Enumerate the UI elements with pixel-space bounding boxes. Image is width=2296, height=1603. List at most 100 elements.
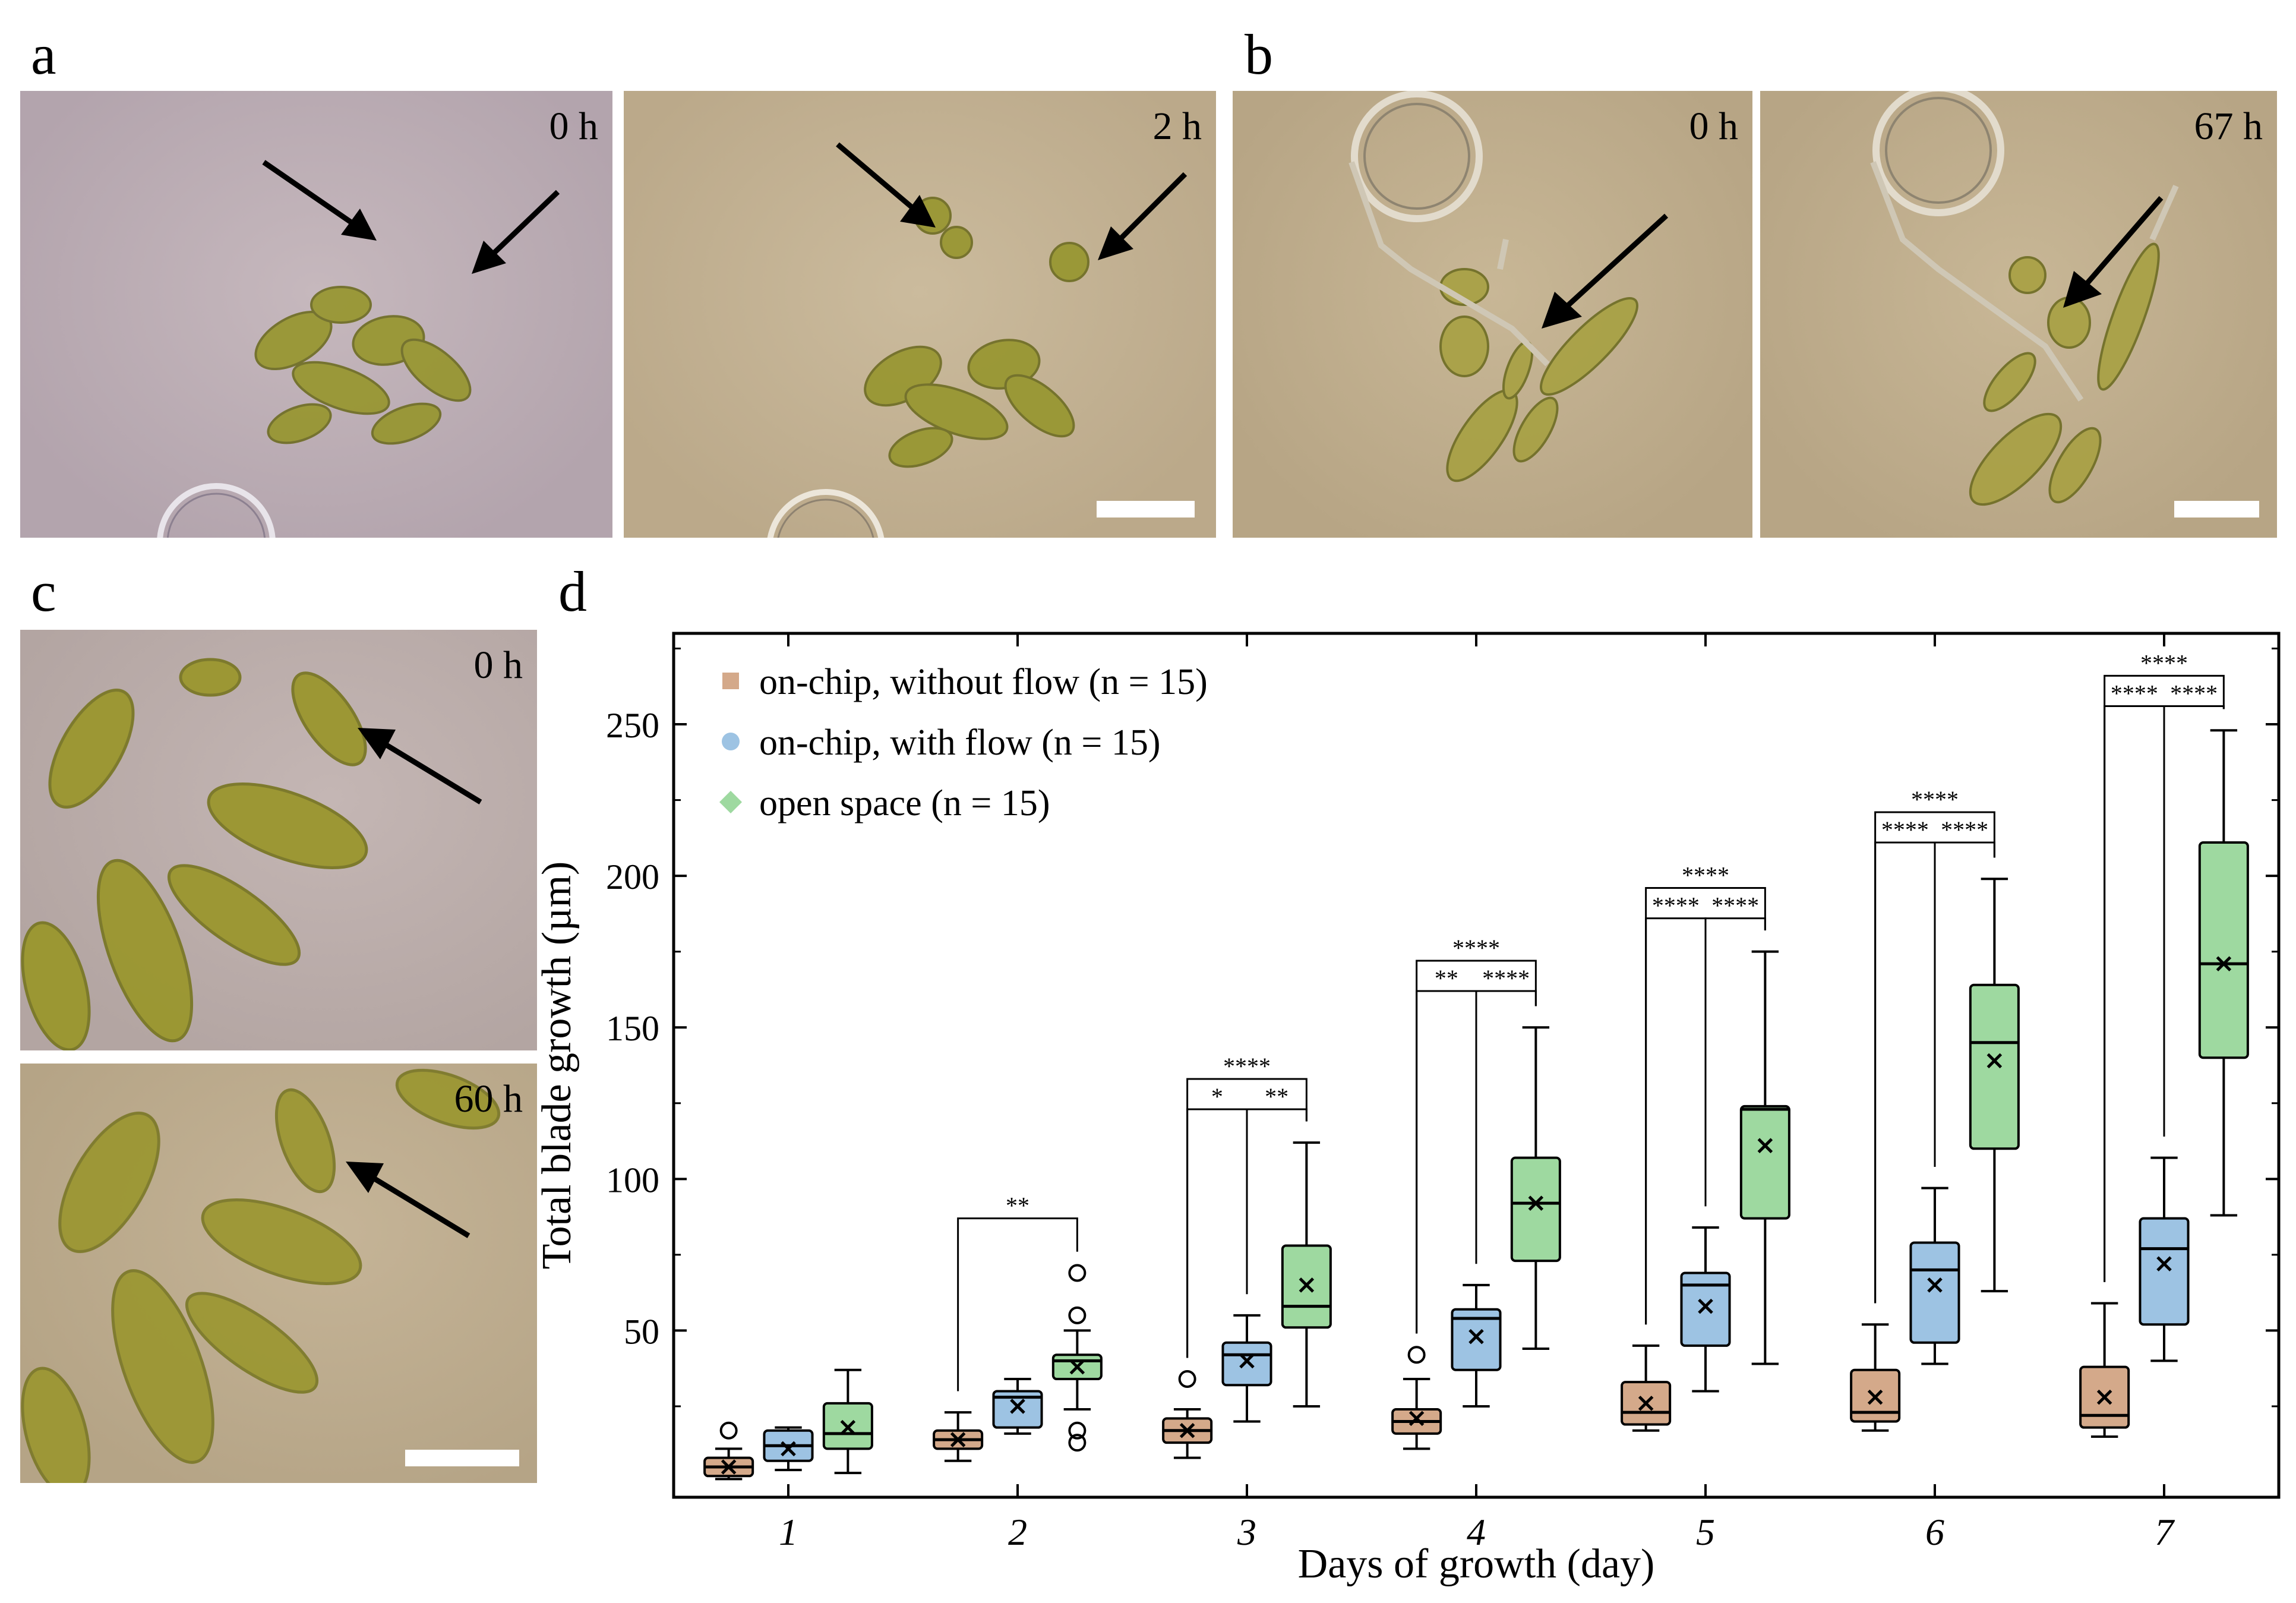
- box-3-day-1: [822, 1368, 873, 1475]
- significance-label: **: [1435, 965, 1458, 992]
- outlier-point: [1068, 1264, 1087, 1282]
- box-2-day-4: [1451, 1283, 1502, 1408]
- mean-marker: [1638, 1396, 1654, 1411]
- x-tick-label: 6: [1925, 1511, 1944, 1553]
- arrow-icon: [836, 142, 936, 228]
- scale-bar: [1097, 501, 1195, 517]
- legend-label: on-chip, without flow (n = 15): [759, 662, 1208, 702]
- significance-bracket: [1416, 960, 1537, 1334]
- box-3-day-6: [1969, 878, 2020, 1293]
- significance-label: ****: [1711, 892, 1759, 919]
- significance-bracket: [1186, 1108, 1248, 1358]
- significance-bracket: [1874, 841, 1936, 1304]
- significance-label: ****: [1652, 892, 1700, 919]
- outlier-point: [1068, 1434, 1087, 1452]
- mean-marker: [1069, 1359, 1085, 1375]
- box-3-day-2: [1051, 1264, 1103, 1452]
- algae-cluster-a-0h: [157, 286, 472, 538]
- mean-marker: [2156, 1256, 2172, 1271]
- outlier-point: [1178, 1370, 1196, 1389]
- micrograph-a-2h: 2 h: [624, 91, 1216, 538]
- mean-marker: [1408, 1410, 1425, 1427]
- significance-label: ****: [1911, 786, 1959, 813]
- mean-marker: [2096, 1389, 2112, 1405]
- timestamp-c-60h: 60 h: [454, 1077, 523, 1121]
- box-2-day-6: [1909, 1187, 1960, 1365]
- significance-label: *: [1211, 1083, 1223, 1110]
- algae-filament-b-0h: [1348, 91, 1639, 482]
- micrograph-c-60h: 60 h: [20, 1064, 537, 1483]
- box-iqr: [1969, 983, 2020, 1150]
- box-2-day-7: [2139, 1156, 2190, 1362]
- significance-label: ****: [1881, 816, 1929, 843]
- box-iqr: [2139, 1217, 2190, 1326]
- outlier-point: [719, 1421, 738, 1440]
- mean-marker: [1987, 1053, 2003, 1069]
- significance-day-2: **: [957, 1192, 1078, 1391]
- legend-circle-marker: [722, 733, 740, 750]
- micrograph-c-0h: 0 h: [20, 630, 537, 1050]
- mean-marker: [1867, 1389, 1883, 1405]
- box-1-day-3: [1162, 1370, 1213, 1459]
- arrow-icon: [2063, 196, 2164, 308]
- box-iqr: [1221, 1341, 1272, 1387]
- box-2-day-2: [992, 1378, 1043, 1435]
- arrow-icon: [346, 1162, 470, 1238]
- box-iqr: [1510, 1156, 1561, 1263]
- mean-marker: [1757, 1138, 1773, 1153]
- significance-bracket: [1416, 990, 1477, 1334]
- box-iqr: [992, 1390, 1043, 1429]
- scale-bar: [405, 1450, 519, 1466]
- legend-label: on-chip, with flow (n = 15): [759, 722, 1161, 763]
- x-tick-label: 7: [2155, 1511, 2175, 1553]
- x-tick-label: 2: [1008, 1511, 1027, 1553]
- mean-marker: [1528, 1195, 1544, 1211]
- significance-label: ****: [2170, 680, 2218, 706]
- algae-cluster-a-2h: [767, 197, 1089, 538]
- box-2-day-3: [1221, 1314, 1272, 1423]
- arrow-icon: [262, 160, 377, 241]
- arrow-icon: [1542, 213, 1669, 329]
- mean-marker: [781, 1441, 796, 1457]
- timestamp-b-0h: 0 h: [1689, 105, 1739, 148]
- mean-marker: [1239, 1353, 1255, 1369]
- box-1-day-4: [1391, 1346, 1442, 1450]
- arrow-icon: [472, 190, 560, 274]
- box-1-day-1: [703, 1421, 754, 1481]
- y-tick-label: 150: [606, 1009, 659, 1048]
- box-iqr: [1909, 1241, 1960, 1344]
- significance-day-6: **** **** ****: [1874, 786, 1995, 1304]
- significance-day-5: **** **** ****: [1645, 862, 1766, 1325]
- x-axis-label: Days of growth (day): [1298, 1541, 1655, 1587]
- y-axis-label: Total blade growth (µm): [535, 862, 580, 1270]
- significance-day-4: ** ********: [1416, 935, 1537, 1334]
- mean-marker: [1927, 1277, 1943, 1293]
- algae-filament-b-67h: [1870, 91, 2179, 506]
- arrow-icon: [1098, 172, 1188, 260]
- significance-label: ****: [1682, 862, 1729, 889]
- box-3-day-7: [2198, 729, 2249, 1217]
- box-2-day-1: [763, 1426, 814, 1472]
- micrograph-a-0h: 0 h: [20, 91, 612, 538]
- significance-label: **: [1265, 1083, 1288, 1110]
- box-iqr: [1451, 1308, 1502, 1371]
- panel-label-b: b: [1245, 23, 1273, 86]
- outlier-point: [1068, 1306, 1087, 1324]
- algae-blades-c-0h: [21, 658, 368, 1050]
- mean-marker: [721, 1459, 737, 1475]
- micrograph-b-0h: 0 h: [1233, 91, 1752, 538]
- mean-marker: [1468, 1329, 1484, 1345]
- box-1-day-6: [1850, 1323, 1901, 1432]
- y-tick-label: 100: [606, 1160, 659, 1200]
- box-iqr: [1680, 1271, 1731, 1347]
- significance-day-7: **** **** ****: [2104, 649, 2225, 1282]
- y-tick-label: 200: [606, 857, 659, 897]
- mean-marker: [840, 1419, 856, 1435]
- legend-square-marker: [722, 673, 739, 689]
- timestamp-b-67h: 67 h: [2194, 105, 2263, 148]
- micrograph-b-67h: 67 h: [1760, 91, 2277, 538]
- significance-bracket: [2104, 705, 2165, 1282]
- significance-label: ****: [1941, 816, 1988, 843]
- box-3-day-3: [1281, 1141, 1332, 1408]
- mean-marker: [1698, 1298, 1713, 1314]
